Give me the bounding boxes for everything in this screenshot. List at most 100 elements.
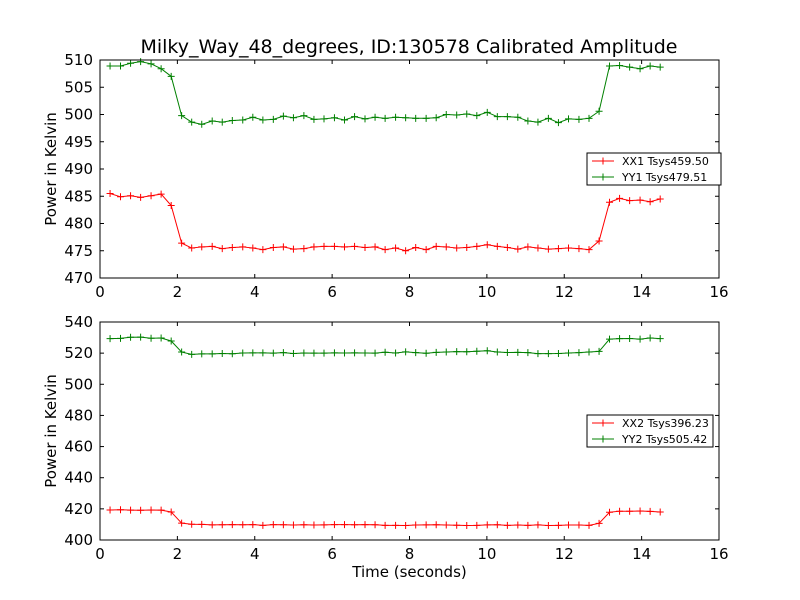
data-point — [554, 521, 562, 529]
data-point — [381, 348, 389, 356]
data-point — [646, 507, 654, 515]
legend: XX1 Tsys459.50 YY1 Tsys479.51 — [586, 152, 722, 186]
legend-label: YY2 Tsys505.42 — [621, 433, 707, 446]
data-point — [228, 243, 236, 251]
data-point — [544, 350, 552, 358]
data-point — [575, 521, 583, 529]
data-point — [320, 349, 328, 357]
data-point — [402, 247, 410, 255]
data-point — [606, 62, 614, 70]
data-point — [616, 335, 624, 343]
data-point — [483, 521, 491, 529]
data-point — [544, 522, 552, 530]
data-point — [106, 62, 114, 70]
legend-box — [586, 152, 722, 186]
data-point — [259, 521, 267, 529]
series-1-1 — [106, 190, 664, 255]
data-point — [544, 114, 552, 122]
legend-marker — [599, 173, 607, 181]
data-point — [463, 243, 471, 251]
data-point — [626, 507, 634, 515]
data-point — [310, 115, 318, 123]
data-point — [565, 244, 573, 252]
data-point — [595, 107, 603, 115]
y-tick-label: 440 — [64, 469, 93, 487]
data-point — [147, 60, 155, 68]
data-point — [147, 506, 155, 514]
legend-marker — [599, 419, 607, 427]
legend-item: XX1 Tsys459.50 — [592, 155, 709, 168]
data-point — [106, 335, 114, 343]
x-tick-label: 12 — [555, 545, 574, 563]
data-point — [381, 114, 389, 122]
data-point — [392, 244, 400, 252]
data-point — [188, 350, 196, 358]
data-point — [524, 243, 532, 251]
x-tick-label: 16 — [709, 545, 728, 563]
y-axis-label: Power in Kelvin — [42, 374, 60, 488]
data-point — [341, 243, 349, 251]
legend-marker — [599, 157, 607, 165]
data-point — [503, 349, 511, 357]
data-point — [646, 62, 654, 70]
data-point — [524, 349, 532, 357]
data-point — [320, 521, 328, 529]
data-point — [289, 349, 297, 357]
data-point — [595, 237, 603, 245]
data-point — [239, 243, 247, 251]
data-point — [483, 241, 491, 249]
data-point — [432, 348, 440, 356]
data-point — [117, 506, 125, 514]
data-point — [565, 521, 573, 529]
data-point — [361, 349, 369, 357]
data-point — [544, 245, 552, 253]
data-point — [330, 114, 338, 122]
data-point — [361, 243, 369, 251]
data-point — [381, 521, 389, 529]
data-point — [178, 239, 186, 247]
data-point — [351, 349, 359, 357]
data-point — [442, 521, 450, 529]
data-point — [473, 521, 481, 529]
data-point — [412, 243, 420, 251]
data-point — [228, 116, 236, 124]
data-point — [127, 192, 135, 200]
data-point — [198, 120, 206, 128]
series-2-2 — [106, 333, 664, 358]
data-point — [371, 521, 379, 529]
data-point — [503, 113, 511, 121]
y-tick-label: 490 — [64, 160, 93, 178]
data-point — [442, 348, 450, 356]
data-point — [483, 347, 491, 355]
data-point — [646, 334, 654, 342]
data-point — [310, 521, 318, 529]
data-point — [554, 349, 562, 357]
y-tick-label: 460 — [64, 438, 93, 456]
data-point — [626, 335, 634, 343]
data-point — [178, 519, 186, 527]
x-tick-label: 10 — [477, 283, 496, 301]
data-point — [442, 243, 450, 251]
data-point — [167, 72, 175, 80]
y-tick-label: 400 — [64, 531, 93, 549]
data-point — [208, 521, 216, 529]
data-point — [514, 521, 522, 529]
x-tick-label: 4 — [250, 283, 260, 301]
data-point — [157, 334, 165, 342]
y-tick-label: 480 — [64, 215, 93, 233]
data-point — [412, 114, 420, 122]
data-point — [626, 197, 634, 205]
data-point — [167, 508, 175, 516]
data-point — [646, 198, 654, 206]
data-point — [137, 58, 145, 66]
data-point — [351, 521, 359, 529]
data-point — [453, 244, 461, 252]
legend-marker — [599, 435, 607, 443]
data-point — [371, 243, 379, 251]
data-point — [402, 522, 410, 530]
x-tick-label: 8 — [405, 283, 415, 301]
data-point — [514, 113, 522, 121]
data-point — [412, 521, 420, 529]
data-point — [137, 333, 145, 341]
data-point — [259, 116, 267, 124]
